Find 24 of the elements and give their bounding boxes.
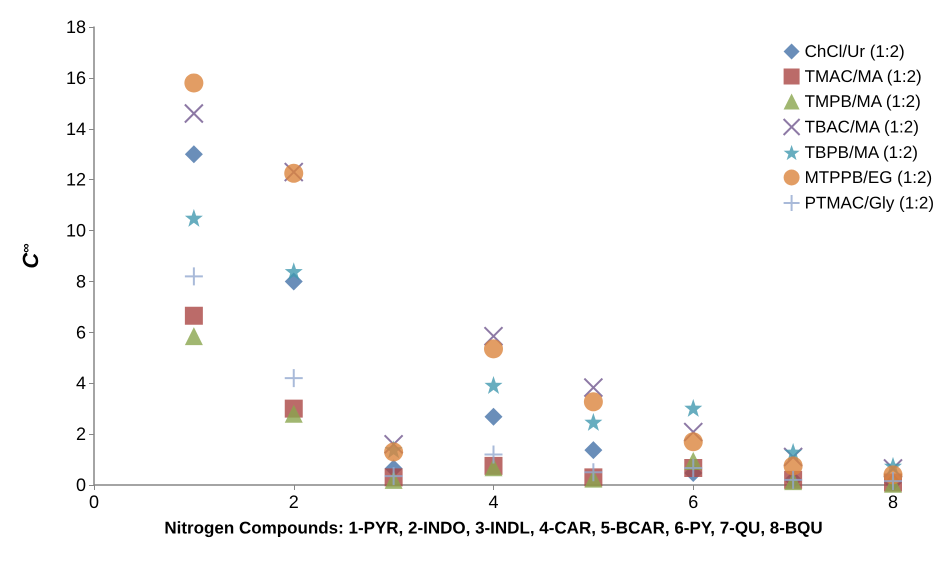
y-tick-label: 6 [76, 322, 86, 342]
x-tick-label: 8 [888, 492, 898, 512]
y-tick-label: 10 [66, 220, 86, 241]
legend-label: MTPPB/EG (1:2) [804, 168, 932, 187]
y-axis-title: C∞ [18, 243, 43, 269]
legend-label: TBAC/MA (1:2) [804, 118, 919, 136]
legend-label: TBPB/MA (1:2) [804, 143, 918, 162]
legend-label: TMAC/MA (1:2) [804, 67, 922, 86]
y-tick-label: 18 [66, 17, 86, 37]
y-tick-label: 12 [66, 170, 86, 190]
y-tick-label: 4 [76, 373, 86, 394]
x-tick-label: 2 [288, 492, 299, 512]
x-tick-label: 0 [88, 492, 100, 512]
x-tick-label: 6 [688, 492, 698, 512]
legend-label: PTMAC/Gly (1:2) [804, 194, 934, 212]
y-tick-label: 14 [66, 118, 86, 139]
legend-label: TMPB/MA (1:2) [804, 92, 921, 111]
y-tick-label: 8 [76, 271, 86, 292]
x-tick-label: 4 [488, 492, 499, 512]
y-tick-label: 16 [66, 68, 86, 88]
y-tick-label: 0 [76, 475, 86, 495]
legend-label: ChCl/Ur (1:2) [804, 42, 905, 61]
x-axis-title: Nitrogen Compounds: 1-PYR, 2-INDO, 3-INDL, 4-CAR, 5-BCAR, 6-PY, 7-QU, 8-BQU [164, 518, 823, 538]
y-tick-label: 2 [76, 424, 86, 444]
